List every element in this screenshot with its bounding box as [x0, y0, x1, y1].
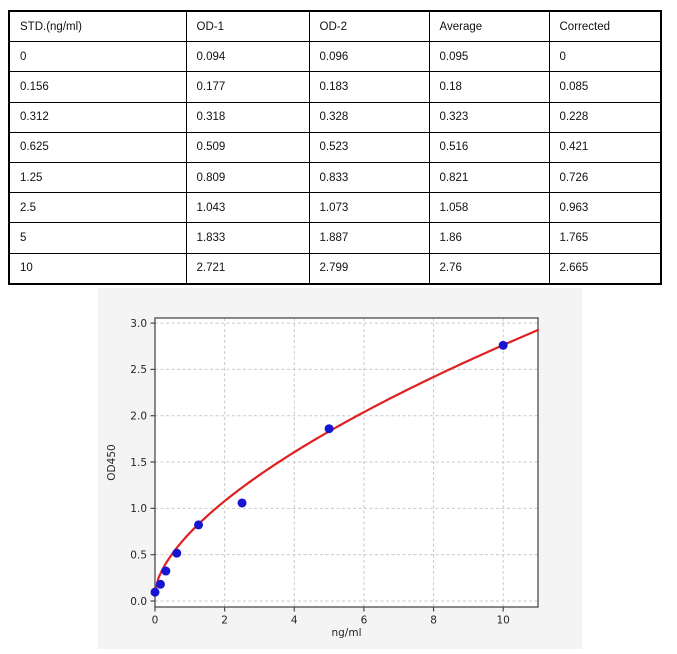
standard-curve-figure: 0 2 4 6 8 10 0.0 0.5 1.0 1.5 2.0 2.5 3.0 ng/ml OD450: [98, 288, 582, 649]
y-tick-label: 3.0: [130, 318, 147, 330]
table-cell: 0.323: [428, 101, 550, 133]
x-tick-label: 8: [430, 615, 437, 627]
data-point: [155, 579, 165, 589]
table-cell: 1.043: [185, 192, 310, 224]
x-tick-label: 6: [361, 615, 368, 627]
table-row: 2.5 1.043 1.073 1.058 0.963: [8, 192, 662, 224]
table-cell: 1.887: [308, 222, 430, 254]
table-cell: 0.095: [428, 41, 550, 73]
data-point: [324, 424, 334, 434]
standard-curve-chart: 0 2 4 6 8 10 0.0 0.5 1.0 1.5 2.0 2.5 3.0 ng/ml OD450: [106, 317, 540, 639]
y-axis-label: OD450: [106, 444, 118, 480]
table-row: 0 0.094 0.096 0.095 0: [8, 41, 662, 73]
table-cell: 0.096: [308, 41, 430, 73]
table-cell: 0.183: [308, 71, 430, 103]
table-cell: 0: [548, 41, 662, 73]
table-cell: 0.228: [548, 101, 662, 133]
table-cell: 0: [8, 41, 187, 73]
table-cell: 1.833: [185, 222, 310, 254]
table-cell: 0.18: [428, 71, 550, 103]
table-row: 0.312 0.318 0.328 0.323 0.228: [8, 101, 662, 133]
x-tick-label: 0: [152, 615, 159, 627]
table-cell: 0.509: [185, 131, 310, 163]
table-cell: 0.516: [428, 131, 550, 163]
standards-table-header-row: STD.(ng/ml) OD-1 OD-2 Average Corrected: [8, 10, 662, 43]
table-cell: 0.726: [548, 161, 662, 194]
table-cell: 1.765: [548, 222, 662, 254]
y-tick-label: 2.0: [130, 411, 147, 423]
y-tick-label: 1.5: [130, 457, 147, 469]
y-tick-label: 0.0: [130, 596, 147, 608]
table-cell: 0.809: [185, 161, 310, 194]
column-header: Average: [428, 10, 550, 43]
x-tick-label: 4: [291, 615, 298, 627]
table-cell: 5: [8, 222, 187, 254]
column-header: OD-2: [308, 10, 430, 43]
table-cell: 1.073: [308, 192, 430, 224]
data-point: [150, 587, 160, 597]
table-cell: 0.523: [308, 131, 430, 163]
table-cell: 10: [8, 252, 187, 285]
table-cell: 1.25: [8, 161, 187, 194]
column-header: STD.(ng/ml): [8, 10, 187, 43]
table-cell: 0.156: [8, 71, 187, 103]
table-row: 0.625 0.509 0.523 0.516 0.421: [8, 131, 662, 163]
table-cell: 0.963: [548, 192, 662, 224]
data-point: [237, 498, 247, 508]
table-cell: 0.421: [548, 131, 662, 163]
y-tick-label: 2.5: [130, 364, 147, 376]
x-tick-label: 10: [496, 615, 509, 627]
data-point: [172, 548, 182, 558]
table-cell: 0.318: [185, 101, 310, 133]
table-cell: 2.76: [428, 252, 550, 285]
table-cell: 2.721: [185, 252, 310, 285]
y-tick-label: 0.5: [130, 549, 147, 561]
table-cell: 0.625: [8, 131, 187, 163]
table-row: 1.25 0.809 0.833 0.821 0.726: [8, 161, 662, 194]
table-cell: 0.312: [8, 101, 187, 133]
standards-table: STD.(ng/ml) OD-1 OD-2 Average Corrected 0 0.0…: [8, 10, 662, 285]
table-cell: 0.821: [428, 161, 550, 194]
data-point: [498, 340, 508, 350]
x-axis-label: ng/ml: [331, 627, 361, 639]
table-cell: 0.177: [185, 71, 310, 103]
table-cell: 2.799: [308, 252, 430, 285]
data-point: [161, 566, 171, 576]
y-tick-label: 1.0: [130, 503, 147, 515]
table-cell: 0.328: [308, 101, 430, 133]
table-cell: 1.058: [428, 192, 550, 224]
table-row: 10 2.721 2.799 2.76 2.665: [8, 252, 662, 285]
x-tick-label: 2: [221, 615, 228, 627]
column-header: Corrected: [548, 10, 662, 43]
table-cell: 0.833: [308, 161, 430, 194]
table-row: 5 1.833 1.887 1.86 1.765: [8, 222, 662, 254]
table-row: 0.156 0.177 0.183 0.18 0.085: [8, 71, 662, 103]
table-cell: 0.085: [548, 71, 662, 103]
table-cell: 1.86: [428, 222, 550, 254]
table-cell: 2.5: [8, 192, 187, 224]
data-point: [194, 520, 204, 530]
table-cell: 2.665: [548, 252, 662, 285]
column-header: OD-1: [185, 10, 310, 43]
fit-curve: [153, 328, 540, 594]
table-cell: 0.094: [185, 41, 310, 73]
